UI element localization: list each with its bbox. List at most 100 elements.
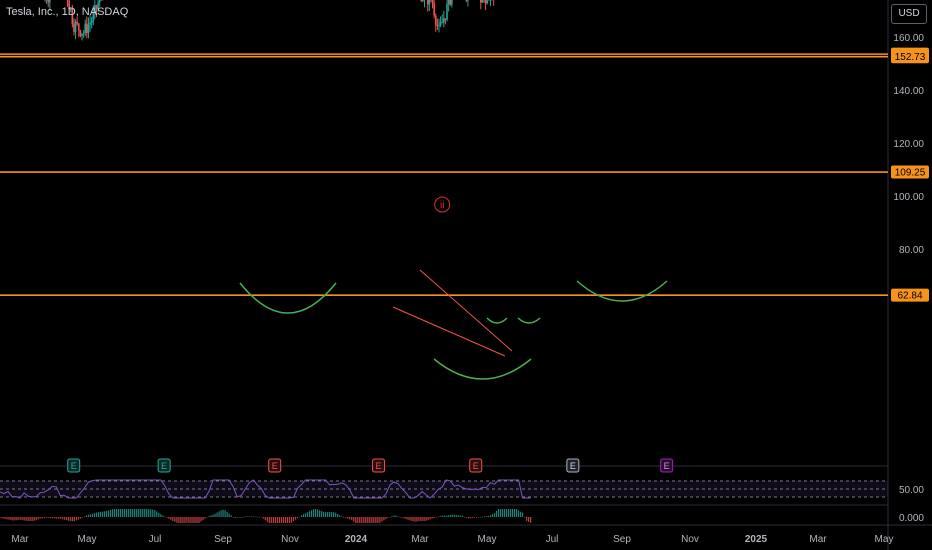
macd-histogram-bar <box>411 517 413 521</box>
macd-histogram-bar <box>194 517 196 523</box>
macd-histogram-bar <box>501 509 504 517</box>
rounded-bottom-curve <box>517 317 541 324</box>
candle-down <box>68 0 70 10</box>
macd-histogram-bar <box>302 514 305 517</box>
macd-tick-label: 0.000 <box>899 513 924 524</box>
candle-down <box>79 30 82 36</box>
macd-histogram-bar <box>481 516 483 518</box>
macd-histogram-bar <box>353 517 355 522</box>
macd-histogram-bar <box>413 517 415 522</box>
macd-histogram-bar <box>170 517 172 520</box>
macd-histogram-bar <box>333 512 335 517</box>
macd-histogram-bar <box>274 517 276 523</box>
macd-histogram-bar <box>347 517 349 519</box>
macd-histogram-bar <box>214 513 216 517</box>
time-tick-label: Jul <box>546 534 559 545</box>
candle-up <box>92 12 95 21</box>
macd-histogram-bar <box>67 517 69 521</box>
price-tick-label: 80.00 <box>899 245 924 256</box>
macd-histogram-bar <box>45 517 47 518</box>
macd-histogram-bar <box>505 509 508 517</box>
macd-histogram-bar <box>150 509 152 517</box>
candle-up <box>451 0 453 5</box>
macd-histogram-bar <box>37 517 39 520</box>
macd-histogram-bar <box>282 517 285 523</box>
macd-histogram-bar <box>497 509 500 517</box>
candle-up <box>446 4 448 20</box>
wave-label: ii <box>440 200 444 211</box>
macd-histogram-bar <box>268 517 270 523</box>
macd-histogram-bar <box>130 509 132 517</box>
macd-histogram-bar <box>166 517 168 518</box>
macd-histogram-bar <box>71 517 73 522</box>
macd-histogram-bar <box>156 511 158 517</box>
macd-histogram-bar <box>375 517 377 523</box>
macd-histogram-bar <box>335 512 337 517</box>
macd-histogram-bar <box>341 516 343 518</box>
macd-histogram-bar <box>491 514 494 517</box>
price-axis[interactable]: 80.00100.00120.00140.00160.00180.00200.0… <box>893 0 924 524</box>
macd-histogram-bar <box>168 517 170 519</box>
earnings-marker <box>566 458 580 473</box>
macd-histogram-bar <box>288 517 291 523</box>
time-tick-label: Sep <box>214 534 232 545</box>
macd-histogram-bar <box>242 516 244 518</box>
macd-histogram-bar <box>236 517 238 518</box>
time-axis[interactable]: Mar May Jul Sep Nov 2024 Mar May Jul Sep Nov 2025 Ma… <box>11 534 893 545</box>
currency-button[interactable]: USD <box>891 4 927 24</box>
time-tick-label: Mar <box>809 534 827 545</box>
macd-histogram-bar <box>270 517 272 523</box>
macd-histogram-bar <box>134 509 136 517</box>
macd-histogram-bar <box>349 517 351 520</box>
macd-histogram-bar <box>306 512 309 517</box>
macd-histogram-bar <box>437 516 439 518</box>
macd-histogram-bar <box>246 516 248 517</box>
earnings-marker-label: E <box>272 461 278 471</box>
macd-histogram-bar <box>79 517 81 519</box>
macd-histogram-bar <box>7 517 9 520</box>
pattern-drawings <box>239 269 668 380</box>
macd-histogram-bar <box>278 517 280 523</box>
macd-histogram-bar <box>164 516 166 518</box>
candle-down <box>434 15 437 25</box>
macd-histogram-bar <box>61 517 63 520</box>
rounded-bottom-curve <box>239 282 337 314</box>
macd-histogram-bar <box>27 517 29 521</box>
macd-histogram-bar <box>148 509 150 517</box>
time-tick-label: May <box>478 534 497 545</box>
macd-histogram-bar <box>517 510 520 517</box>
price-tag-label: 62.84 <box>897 291 922 302</box>
macd-histogram-bar <box>443 515 445 517</box>
macd-histogram-bar <box>363 517 365 523</box>
macd-histogram-bar <box>85 515 88 517</box>
candle-up <box>97 2 99 10</box>
earnings-marker-label: E <box>473 461 479 471</box>
macd-histogram-bar <box>15 517 17 521</box>
macd-histogram-bar <box>395 515 397 517</box>
earnings-marker <box>660 458 674 473</box>
macd-histogram-bar <box>105 510 108 517</box>
candle-up <box>94 5 96 13</box>
macd-histogram-bar <box>461 515 463 517</box>
macd-histogram-bar <box>507 509 510 517</box>
candle-up <box>90 20 93 23</box>
macd-histogram-bar <box>204 517 206 519</box>
price-tags: 374.17299.33215.99183.50179.63153.70152.… <box>891 47 929 302</box>
macd-histogram-bar <box>39 517 41 519</box>
macd-histogram-bar <box>487 515 490 517</box>
macd-histogram-bar <box>337 513 339 517</box>
macd-histogram-bar <box>252 516 254 518</box>
macd-pane <box>0 509 532 523</box>
macd-histogram-bar <box>178 517 180 523</box>
candle-up <box>439 22 442 26</box>
macd-histogram-bar <box>528 517 530 522</box>
macd-histogram-bar <box>216 512 218 517</box>
macd-histogram-bar <box>423 517 425 521</box>
macd-histogram-bar <box>53 517 55 519</box>
macd-histogram-bar <box>314 509 317 517</box>
rounded-bottom-curve <box>486 317 508 324</box>
macd-histogram-bar <box>447 515 449 517</box>
